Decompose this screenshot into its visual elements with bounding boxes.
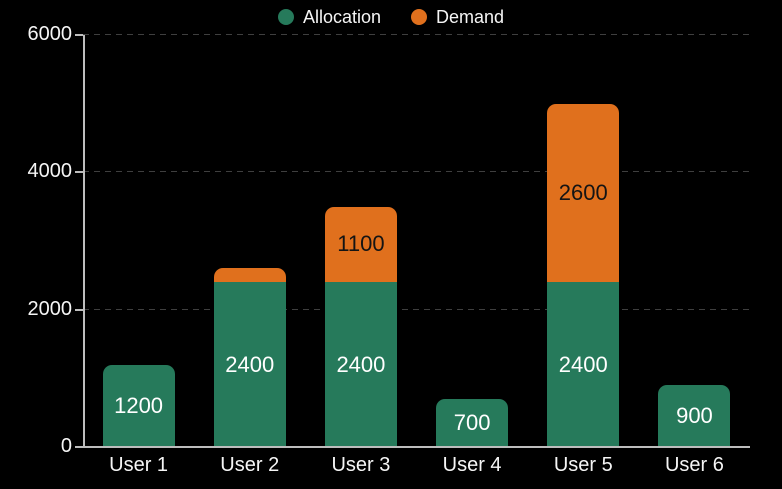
gridline-2000 xyxy=(83,308,750,310)
bar-group-user-6: 900 xyxy=(639,35,750,447)
gridline-4000 xyxy=(83,171,750,173)
y-tick-4000 xyxy=(75,171,83,174)
allocation-segment: 2400 xyxy=(324,282,397,447)
allocation-segment: 700 xyxy=(436,398,509,447)
y-tick-label: 4000 xyxy=(27,160,73,183)
y-tick-label: 0 xyxy=(60,435,72,457)
demand-value-label: 2600 xyxy=(558,179,608,205)
bar-group-user-1: 1200 xyxy=(83,35,194,447)
legend-label: Demand xyxy=(436,6,505,27)
allocation-segment: 2400 xyxy=(213,282,286,447)
bar-group-user-3: 1100 2400 xyxy=(305,35,416,447)
y-tick-2000 xyxy=(75,308,83,311)
y-tick-label: 6000 xyxy=(27,23,73,45)
allocation-value-label: 2400 xyxy=(558,351,608,377)
bar-group-user-5: 2600 2400 xyxy=(528,35,639,447)
chart-legend: Allocation Demand xyxy=(0,3,782,31)
demand-value-label: 1100 xyxy=(337,231,385,257)
allocation-value-label: 700 xyxy=(453,409,491,435)
x-axis-line xyxy=(83,446,750,448)
bars-container: 1200 2400 1100 2400 700 2600 2400 900 xyxy=(83,35,750,447)
allocation-segment: 2400 xyxy=(547,282,620,447)
x-axis: User 1 User 2 User 3 User 4 User 5 User 6 xyxy=(83,454,750,477)
allocation-segment: 1200 xyxy=(102,364,175,447)
demand-segment: 2600 xyxy=(547,103,620,283)
x-category-label: User 4 xyxy=(442,454,502,476)
legend-item-demand: Demand xyxy=(411,7,504,28)
y-tick-0 xyxy=(75,446,83,448)
y-axis-line xyxy=(83,35,85,447)
plot-area: 1200 2400 1100 2400 700 2600 2400 900 xyxy=(83,34,750,447)
legend-label: Allocation xyxy=(302,6,381,27)
x-category-label: User 2 xyxy=(220,454,280,476)
legend-dot-demand xyxy=(411,9,427,25)
allocation-value-label: 2400 xyxy=(225,351,275,377)
bar-group-user-4: 700 xyxy=(417,35,528,447)
x-category-label: User 3 xyxy=(331,454,391,476)
x-category-label: User 5 xyxy=(553,454,613,476)
legend-item-allocation: Allocation xyxy=(277,6,381,28)
demand-segment xyxy=(213,268,286,283)
y-tick-6000 xyxy=(75,34,83,36)
x-category-label: User 1 xyxy=(109,454,169,476)
allocation-value-label: 1200 xyxy=(114,392,164,418)
legend-dot-allocation xyxy=(277,9,294,25)
allocation-segment: 900 xyxy=(658,385,731,447)
y-tick-label: 2000 xyxy=(27,297,73,320)
demand-segment: 1100 xyxy=(324,206,397,283)
allocation-value-label: 2400 xyxy=(336,351,386,377)
bar-group-user-2: 2400 xyxy=(194,35,305,447)
x-category-label: User 6 xyxy=(664,454,724,476)
gridline-6000 xyxy=(83,34,750,35)
allocation-value-label: 900 xyxy=(676,403,713,429)
